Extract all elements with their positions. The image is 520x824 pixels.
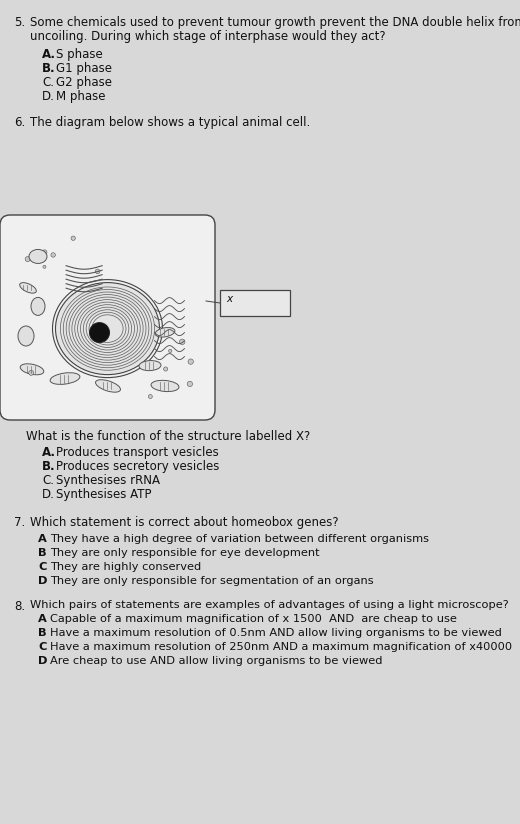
FancyBboxPatch shape xyxy=(220,290,290,316)
Text: G2 phase: G2 phase xyxy=(56,76,112,89)
Text: Synthesises ATP: Synthesises ATP xyxy=(56,488,151,501)
Ellipse shape xyxy=(139,361,161,371)
Circle shape xyxy=(187,382,192,386)
Ellipse shape xyxy=(56,283,160,375)
Text: B.: B. xyxy=(42,62,56,75)
Text: Produces transport vesicles: Produces transport vesicles xyxy=(56,446,219,459)
Circle shape xyxy=(89,323,110,343)
Text: D.: D. xyxy=(42,90,55,103)
Circle shape xyxy=(25,256,30,261)
Text: Produces secretory vesicles: Produces secretory vesicles xyxy=(56,460,219,473)
Text: C: C xyxy=(38,562,46,572)
Text: A.: A. xyxy=(42,48,56,61)
Circle shape xyxy=(51,253,55,257)
Ellipse shape xyxy=(50,372,80,384)
Ellipse shape xyxy=(20,283,36,293)
Text: D.: D. xyxy=(42,488,55,501)
Circle shape xyxy=(179,339,185,344)
Ellipse shape xyxy=(29,250,47,264)
Text: C.: C. xyxy=(42,76,54,89)
Text: D: D xyxy=(38,576,47,586)
Text: They are only responsible for eye development: They are only responsible for eye develo… xyxy=(50,548,320,558)
Text: Which pairs of statements are examples of advantages of using a light microscope: Which pairs of statements are examples o… xyxy=(30,600,509,610)
Ellipse shape xyxy=(155,328,175,337)
Ellipse shape xyxy=(96,380,121,392)
Text: Are cheap to use AND allow living organisms to be viewed: Are cheap to use AND allow living organi… xyxy=(50,656,383,666)
Text: Have a maximum resolution of 0.5nm AND allow living organisms to be viewed: Have a maximum resolution of 0.5nm AND a… xyxy=(50,628,502,638)
Text: 5.: 5. xyxy=(14,16,25,29)
Circle shape xyxy=(95,269,100,274)
Circle shape xyxy=(29,371,34,375)
Text: A: A xyxy=(38,534,47,544)
FancyBboxPatch shape xyxy=(0,215,215,420)
Text: They are only responsible for segmentation of an organs: They are only responsible for segmentati… xyxy=(50,576,374,586)
Text: M phase: M phase xyxy=(56,90,106,103)
Text: B: B xyxy=(38,628,47,638)
Circle shape xyxy=(43,265,46,269)
Text: C.: C. xyxy=(42,474,54,487)
Text: The diagram below shows a typical animal cell.: The diagram below shows a typical animal… xyxy=(30,116,310,129)
Ellipse shape xyxy=(31,297,45,316)
Circle shape xyxy=(168,349,172,353)
Text: Which statement is correct about homeobox genes?: Which statement is correct about homeobo… xyxy=(30,516,339,529)
Text: G1 phase: G1 phase xyxy=(56,62,112,75)
Text: They are highly conserved: They are highly conserved xyxy=(50,562,201,572)
Text: Synthesises rRNA: Synthesises rRNA xyxy=(56,474,160,487)
Circle shape xyxy=(164,367,168,371)
Text: Have a maximum resolution of 250nm AND a maximum magnification of x40000: Have a maximum resolution of 250nm AND a… xyxy=(50,642,512,652)
Text: 6.: 6. xyxy=(14,116,25,129)
Text: They have a high degree of variation between different organisms: They have a high degree of variation bet… xyxy=(50,534,429,544)
Text: D: D xyxy=(38,656,47,666)
Circle shape xyxy=(71,236,75,241)
Text: What is the function of the structure labelled X?: What is the function of the structure la… xyxy=(26,430,310,443)
Ellipse shape xyxy=(151,381,179,391)
Circle shape xyxy=(42,250,47,255)
Ellipse shape xyxy=(18,326,34,346)
Text: Some chemicals used to prevent tumour growth prevent the DNA double helix from: Some chemicals used to prevent tumour gr… xyxy=(30,16,520,29)
Text: S phase: S phase xyxy=(56,48,103,61)
Circle shape xyxy=(188,359,193,364)
Circle shape xyxy=(148,395,152,399)
Text: 7.: 7. xyxy=(14,516,25,529)
Text: A.: A. xyxy=(42,446,56,459)
Text: Capable of a maximum magnification of x 1500  AND  are cheap to use: Capable of a maximum magnification of x … xyxy=(50,614,457,624)
Text: 8.: 8. xyxy=(14,600,25,613)
Text: x: x xyxy=(226,294,232,304)
Text: uncoiling. During which stage of interphase would they act?: uncoiling. During which stage of interph… xyxy=(30,30,386,43)
Text: C: C xyxy=(38,642,46,652)
Text: A: A xyxy=(38,614,47,624)
Circle shape xyxy=(41,307,45,311)
Text: B: B xyxy=(38,548,47,558)
Text: B.: B. xyxy=(42,460,56,473)
Ellipse shape xyxy=(20,364,44,375)
